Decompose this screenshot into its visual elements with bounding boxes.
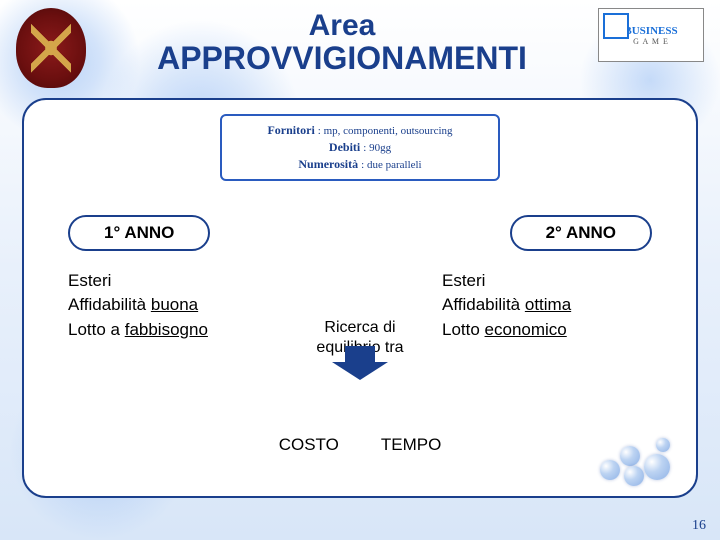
arrow-down-icon [332,362,388,380]
molecule-decor-icon [594,436,678,486]
y2-line2: Affidabilità ottima [442,293,652,318]
header: Area APPROVVIGIONAMENTI BUSINESS G A M E [0,0,720,88]
title-line-1: Area [86,10,598,42]
info-row-numerosita: Numerosità : due paralleli [232,156,488,173]
bubble-icon [620,446,640,466]
content-panel: Fornitori : mp, componenti, outsourcing … [22,98,698,498]
info-row-debiti: Debiti : 90gg [232,139,488,156]
business-game-logo: BUSINESS G A M E [598,8,704,62]
bubble-icon [600,460,620,480]
value-numerosita: : due paralleli [361,159,421,171]
label-debiti: Debiti [329,140,360,154]
value-fornitori: : mp, componenti, outsourcing [318,125,453,137]
value-debiti: : 90gg [363,142,391,154]
label-fornitori: Fornitori [267,123,314,137]
title-line-2: APPROVVIGIONAMENTI [86,42,598,76]
year-2-pill: 2° ANNO [510,215,652,251]
y1-line2: Affidabilità buona [68,293,278,318]
suppliers-info-box: Fornitori : mp, componenti, outsourcing … [220,114,500,181]
y1-line1: Esteri [68,269,278,294]
bottom-right: TEMPO [381,435,441,455]
years-row: 1° ANNO 2° ANNO [48,215,672,251]
center-line1: Ricerca di [285,318,435,338]
year-1-details: Esteri Affidabilità buona Lotto a fabbis… [68,269,278,343]
university-seal-logo [16,8,86,88]
y2-line1: Esteri [442,269,652,294]
logo-right-line1: BUSINESS [624,25,677,37]
page-title: Area APPROVVIGIONAMENTI [86,8,598,75]
bottom-left: COSTO [279,435,339,455]
y2-line3: Lotto economico [442,318,652,343]
logo-right-line2: G A M E [633,37,669,46]
label-numerosita: Numerosità [298,157,358,171]
bubble-icon [624,466,644,486]
bubble-icon [644,454,670,480]
page-number: 16 [692,518,706,534]
center-caption: Ricerca di equilibrio tra [285,318,435,380]
bottom-row: COSTO TEMPO [279,435,442,455]
year-1-pill: 1° ANNO [68,215,210,251]
info-row-fornitori: Fornitori : mp, componenti, outsourcing [232,122,488,139]
year-2-details: Esteri Affidabilità ottima Lotto economi… [442,269,652,343]
bubble-icon [656,438,670,452]
y1-line3: Lotto a fabbisogno [68,318,278,343]
